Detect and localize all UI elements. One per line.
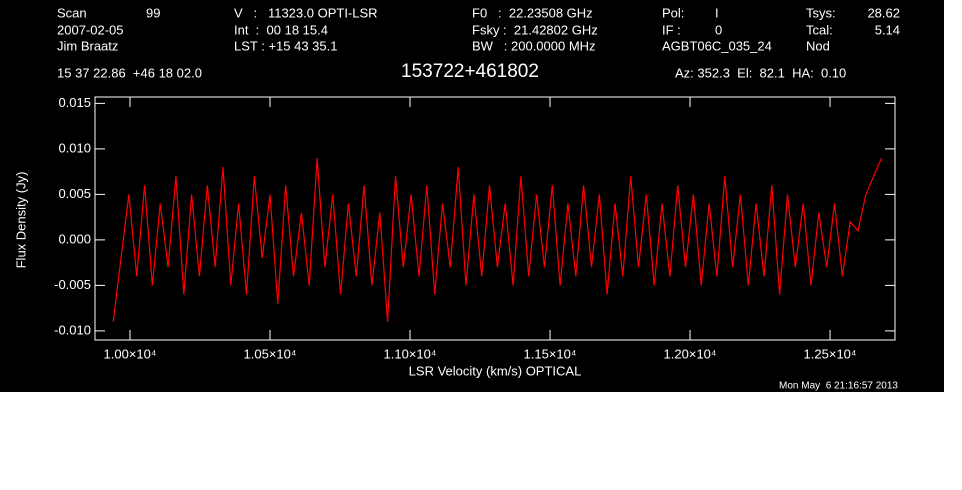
header-text: Mon May 6 21:16:57 2013 <box>779 381 898 392</box>
x-tick-label: 1.15×10⁴ <box>524 346 577 361</box>
header-text: Tcal: <box>806 22 833 37</box>
x-tick-label: 1.20×10⁴ <box>664 346 717 361</box>
header-text: F0 : 22.23508 GHz <box>472 5 593 20</box>
y-tick-label: 0.000 <box>58 231 91 246</box>
header-text: 28.62 <box>867 5 900 20</box>
header-text: IF : <box>662 22 681 37</box>
y-tick-label: -0.005 <box>54 277 91 292</box>
header-text: Int : 00 18 15.4 <box>234 22 328 37</box>
header-text: 5.14 <box>875 22 900 37</box>
header-text: BW : 200.0000 MHz <box>472 38 596 53</box>
header-text: 15 37 22.86 +46 18 02.0 <box>57 65 202 80</box>
header-text: Az: 352.3 El: 82.1 HA: 0.10 <box>675 65 846 80</box>
header-text: 0 <box>715 22 722 37</box>
header-text: AGBT06C_035_24 <box>662 38 772 53</box>
x-tick-label: 1.10×10⁴ <box>384 346 437 361</box>
y-tick-label: -0.010 <box>54 322 91 337</box>
plot-background <box>0 0 944 392</box>
header-text: LST : +15 43 35.1 <box>234 38 337 53</box>
chart-title: 153722+461802 <box>401 61 539 82</box>
header-text: Pol: <box>662 5 684 20</box>
y-tick-label: 0.015 <box>58 95 91 110</box>
x-axis-label: LSR Velocity (km/s) OPTICAL <box>409 363 582 378</box>
x-tick-label: 1.05×10⁴ <box>244 346 297 361</box>
spectrum-line <box>112 157 883 322</box>
header-text: Tsys: <box>806 5 836 20</box>
header-text: Scan <box>57 5 87 20</box>
y-tick-label: 0.010 <box>58 140 91 155</box>
x-tick-label: 1.25×10⁴ <box>804 346 857 361</box>
header-text: Nod <box>806 38 830 53</box>
header-text: Jim Braatz <box>57 38 118 53</box>
header-text: 99 <box>146 5 160 20</box>
y-tick-label: 0.005 <box>58 186 91 201</box>
header-text: I <box>715 5 719 20</box>
header-text: 2007-02-05 <box>57 22 124 37</box>
header-text: Fsky : 21.42802 GHz <box>472 22 598 37</box>
y-axis-label: Flux Density (Jy) <box>13 172 28 269</box>
header-text: V : 11323.0 OPTI-LSR <box>234 5 378 20</box>
x-tick-label: 1.00×10⁴ <box>104 346 157 361</box>
plot-frame <box>94 96 896 341</box>
